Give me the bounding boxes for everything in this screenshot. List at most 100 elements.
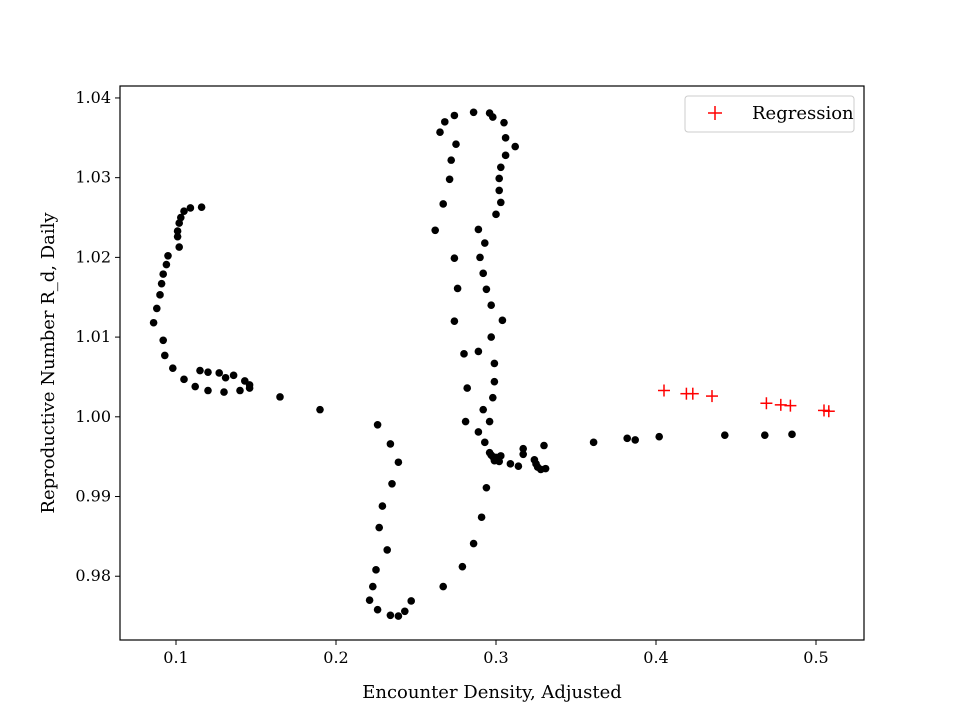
data-point — [498, 316, 507, 325]
data-point — [482, 285, 491, 294]
data-point — [453, 284, 462, 293]
axis-ticks: 0.1 0.2 0.3 0.4 0.5 0.98 0.99 1.00 1.01 1.02 1.03 1… — [75, 88, 828, 667]
data-point — [492, 210, 500, 219]
legend-box — [684, 95, 855, 133]
data-point — [506, 460, 515, 468]
data-point — [500, 118, 508, 127]
data-point — [447, 156, 456, 164]
data-point — [221, 373, 230, 382]
data-point — [407, 597, 416, 605]
data-point — [373, 420, 382, 429]
data-point — [460, 350, 468, 358]
data-point — [477, 513, 486, 522]
data-point — [788, 430, 796, 439]
data-point — [474, 428, 483, 436]
data-point — [485, 417, 494, 426]
x-tick-label: 0.1 — [163, 648, 188, 667]
data-point — [157, 279, 166, 288]
regression-point — [822, 405, 835, 418]
data-point — [519, 444, 527, 453]
data-point — [450, 111, 459, 120]
x-axis-label: Encounter Density, Adjusted — [362, 682, 622, 703]
data-point — [474, 347, 483, 356]
data-point — [439, 582, 448, 591]
data-point — [623, 434, 631, 443]
y-tick-label: 1.01 — [75, 327, 111, 346]
data-point — [514, 462, 523, 471]
data-point — [461, 417, 470, 426]
data-point — [161, 351, 169, 360]
data-point — [316, 405, 324, 414]
data-point — [469, 108, 478, 117]
data-point — [463, 384, 472, 392]
data-point — [501, 134, 510, 142]
regression-point — [686, 387, 699, 400]
y-tick-label: 1.03 — [75, 168, 111, 187]
data-point — [441, 118, 449, 126]
data-point — [241, 377, 249, 385]
plot-frame — [119, 85, 865, 641]
data-point — [436, 128, 444, 137]
y-tick-label: 1.04 — [75, 88, 111, 107]
data-points — [149, 108, 835, 620]
x-tick-label: 0.5 — [803, 648, 828, 667]
data-point — [501, 151, 510, 160]
data-point — [369, 582, 377, 591]
data-point — [481, 239, 489, 247]
data-point — [375, 523, 384, 532]
data-point — [495, 174, 504, 183]
data-point — [365, 596, 374, 604]
x-tick-label: 0.2 — [323, 648, 348, 667]
data-point — [489, 393, 497, 402]
data-point — [394, 612, 403, 620]
y-tick-label: 0.99 — [75, 487, 111, 506]
data-point — [497, 452, 505, 460]
data-point — [175, 219, 183, 227]
data-point — [490, 359, 499, 368]
data-point — [394, 458, 403, 467]
y-axis-label: Reproductive Number R_d, Daily — [38, 212, 59, 514]
data-point — [373, 605, 382, 614]
data-point — [156, 291, 164, 299]
data-point — [490, 377, 499, 386]
data-point — [378, 502, 387, 510]
data-point — [519, 450, 527, 459]
data-point — [439, 200, 448, 208]
data-point — [540, 441, 548, 450]
data-point — [386, 440, 395, 448]
data-point — [458, 562, 467, 571]
data-point — [204, 368, 212, 376]
data-point — [164, 251, 172, 260]
data-point — [511, 142, 519, 151]
data-point — [482, 483, 491, 492]
data-point — [372, 566, 380, 574]
data-point — [162, 260, 171, 269]
data-point — [469, 539, 478, 548]
data-point — [149, 318, 158, 327]
regression-point — [706, 390, 718, 403]
data-point — [631, 436, 639, 444]
data-point — [445, 175, 454, 184]
data-point — [180, 207, 188, 215]
data-point — [186, 204, 195, 212]
data-point — [476, 253, 484, 262]
data-point — [386, 611, 395, 620]
data-point — [431, 226, 440, 235]
data-point — [497, 163, 505, 172]
data-point — [479, 269, 488, 278]
data-point — [474, 225, 483, 234]
data-point — [450, 317, 459, 325]
data-point — [401, 607, 409, 616]
data-point — [173, 227, 182, 235]
data-point — [153, 304, 161, 313]
y-tick-label: 1.00 — [75, 407, 111, 426]
data-point — [159, 270, 167, 278]
regression-point — [784, 399, 797, 412]
data-point — [173, 232, 182, 241]
data-point — [450, 254, 459, 262]
regression-point — [774, 398, 787, 411]
data-point — [655, 432, 663, 441]
data-point — [159, 336, 167, 345]
data-point — [220, 388, 228, 396]
